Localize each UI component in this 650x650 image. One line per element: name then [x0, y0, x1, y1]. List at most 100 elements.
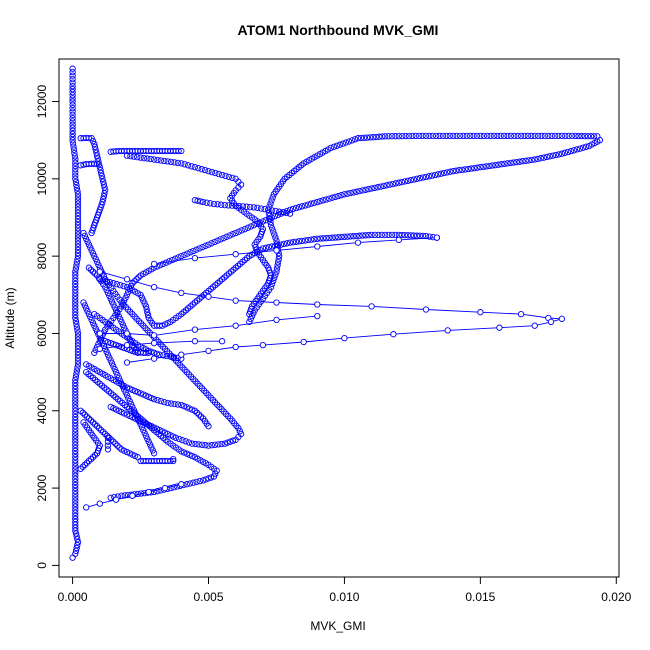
data-point	[229, 437, 237, 444]
data-point	[531, 322, 538, 329]
data-point	[198, 441, 206, 448]
data-point	[363, 134, 371, 141]
data-point	[91, 322, 98, 329]
data-point	[582, 143, 590, 150]
data-point	[112, 440, 119, 447]
data-point	[182, 438, 189, 445]
data-point	[292, 204, 300, 212]
data-point	[314, 301, 321, 308]
data-point	[91, 143, 99, 151]
chart-title: ATOM1 Northbound MVK_GMI	[238, 22, 439, 38]
data-point	[413, 175, 421, 182]
data-point	[356, 232, 363, 239]
data-point	[244, 224, 251, 231]
data-point	[144, 311, 152, 319]
data-point	[123, 276, 131, 283]
y-tick-label: 8000	[35, 242, 49, 269]
data-point	[74, 256, 81, 263]
data-point	[74, 191, 82, 198]
data-point	[74, 206, 82, 213]
data-point	[85, 457, 93, 465]
data-point	[180, 402, 188, 410]
data-point	[395, 132, 402, 140]
data-point	[72, 159, 79, 166]
data-point	[422, 306, 430, 313]
data-point	[289, 239, 297, 246]
data-point	[74, 541, 81, 549]
data-point	[69, 137, 76, 144]
data-point	[118, 380, 125, 387]
data-point	[429, 132, 436, 140]
data-point	[81, 232, 88, 240]
data-point	[390, 331, 397, 338]
data-point	[211, 441, 219, 448]
data-point	[359, 187, 366, 194]
data-point	[259, 245, 267, 252]
data-point	[374, 184, 381, 191]
data-point	[395, 179, 402, 186]
data-point	[267, 200, 274, 207]
data-point	[72, 287, 79, 294]
data-point	[72, 472, 79, 479]
data-point	[205, 347, 212, 355]
data-point	[425, 173, 433, 180]
data-point	[314, 243, 321, 250]
data-point	[286, 206, 294, 213]
data-point	[422, 173, 430, 181]
data-point	[338, 233, 345, 241]
data-point	[218, 440, 225, 448]
data-point	[137, 272, 144, 279]
data-point	[357, 134, 365, 142]
data-point	[131, 278, 138, 285]
data-point	[314, 198, 321, 206]
data-point	[333, 142, 341, 149]
data-point	[72, 299, 79, 306]
data-point	[342, 139, 350, 146]
data-point	[91, 140, 98, 148]
data-point	[180, 449, 188, 456]
data-point	[72, 509, 79, 516]
data-point	[181, 251, 188, 259]
data-point	[72, 460, 79, 467]
data-point	[273, 268, 280, 275]
data-point	[74, 539, 82, 546]
data-point	[144, 435, 151, 442]
data-point	[99, 175, 106, 182]
plot-area	[69, 65, 604, 561]
data-point	[161, 484, 169, 492]
data-point	[102, 430, 109, 438]
data-point	[72, 457, 79, 464]
data-point	[558, 150, 566, 157]
data-point	[77, 407, 84, 414]
data-point	[89, 137, 97, 145]
data-point	[409, 132, 416, 140]
data-point	[74, 336, 82, 343]
data-point	[178, 481, 185, 488]
data-point	[402, 132, 409, 140]
data-point	[108, 360, 116, 367]
x-tick-label: 0.000	[58, 590, 88, 604]
data-point	[305, 236, 312, 244]
data-point	[323, 234, 330, 242]
data-point	[80, 299, 87, 306]
data-point	[336, 141, 344, 148]
data-point	[72, 488, 79, 495]
data-point	[380, 182, 387, 190]
data-point	[579, 144, 587, 151]
data-point	[116, 444, 123, 451]
data-point	[524, 132, 532, 140]
data-point	[376, 133, 383, 140]
x-tick-label: 0.005	[193, 590, 223, 604]
data-point	[153, 350, 161, 357]
data-point	[72, 491, 79, 498]
data-point	[97, 169, 105, 177]
data-point	[181, 161, 188, 168]
data-point	[208, 442, 215, 449]
data-point	[226, 232, 233, 239]
data-point	[214, 237, 221, 244]
data-point	[141, 300, 148, 307]
data-point	[179, 437, 186, 444]
data-point	[107, 339, 114, 347]
data-point	[97, 166, 104, 174]
data-point	[119, 300, 127, 307]
